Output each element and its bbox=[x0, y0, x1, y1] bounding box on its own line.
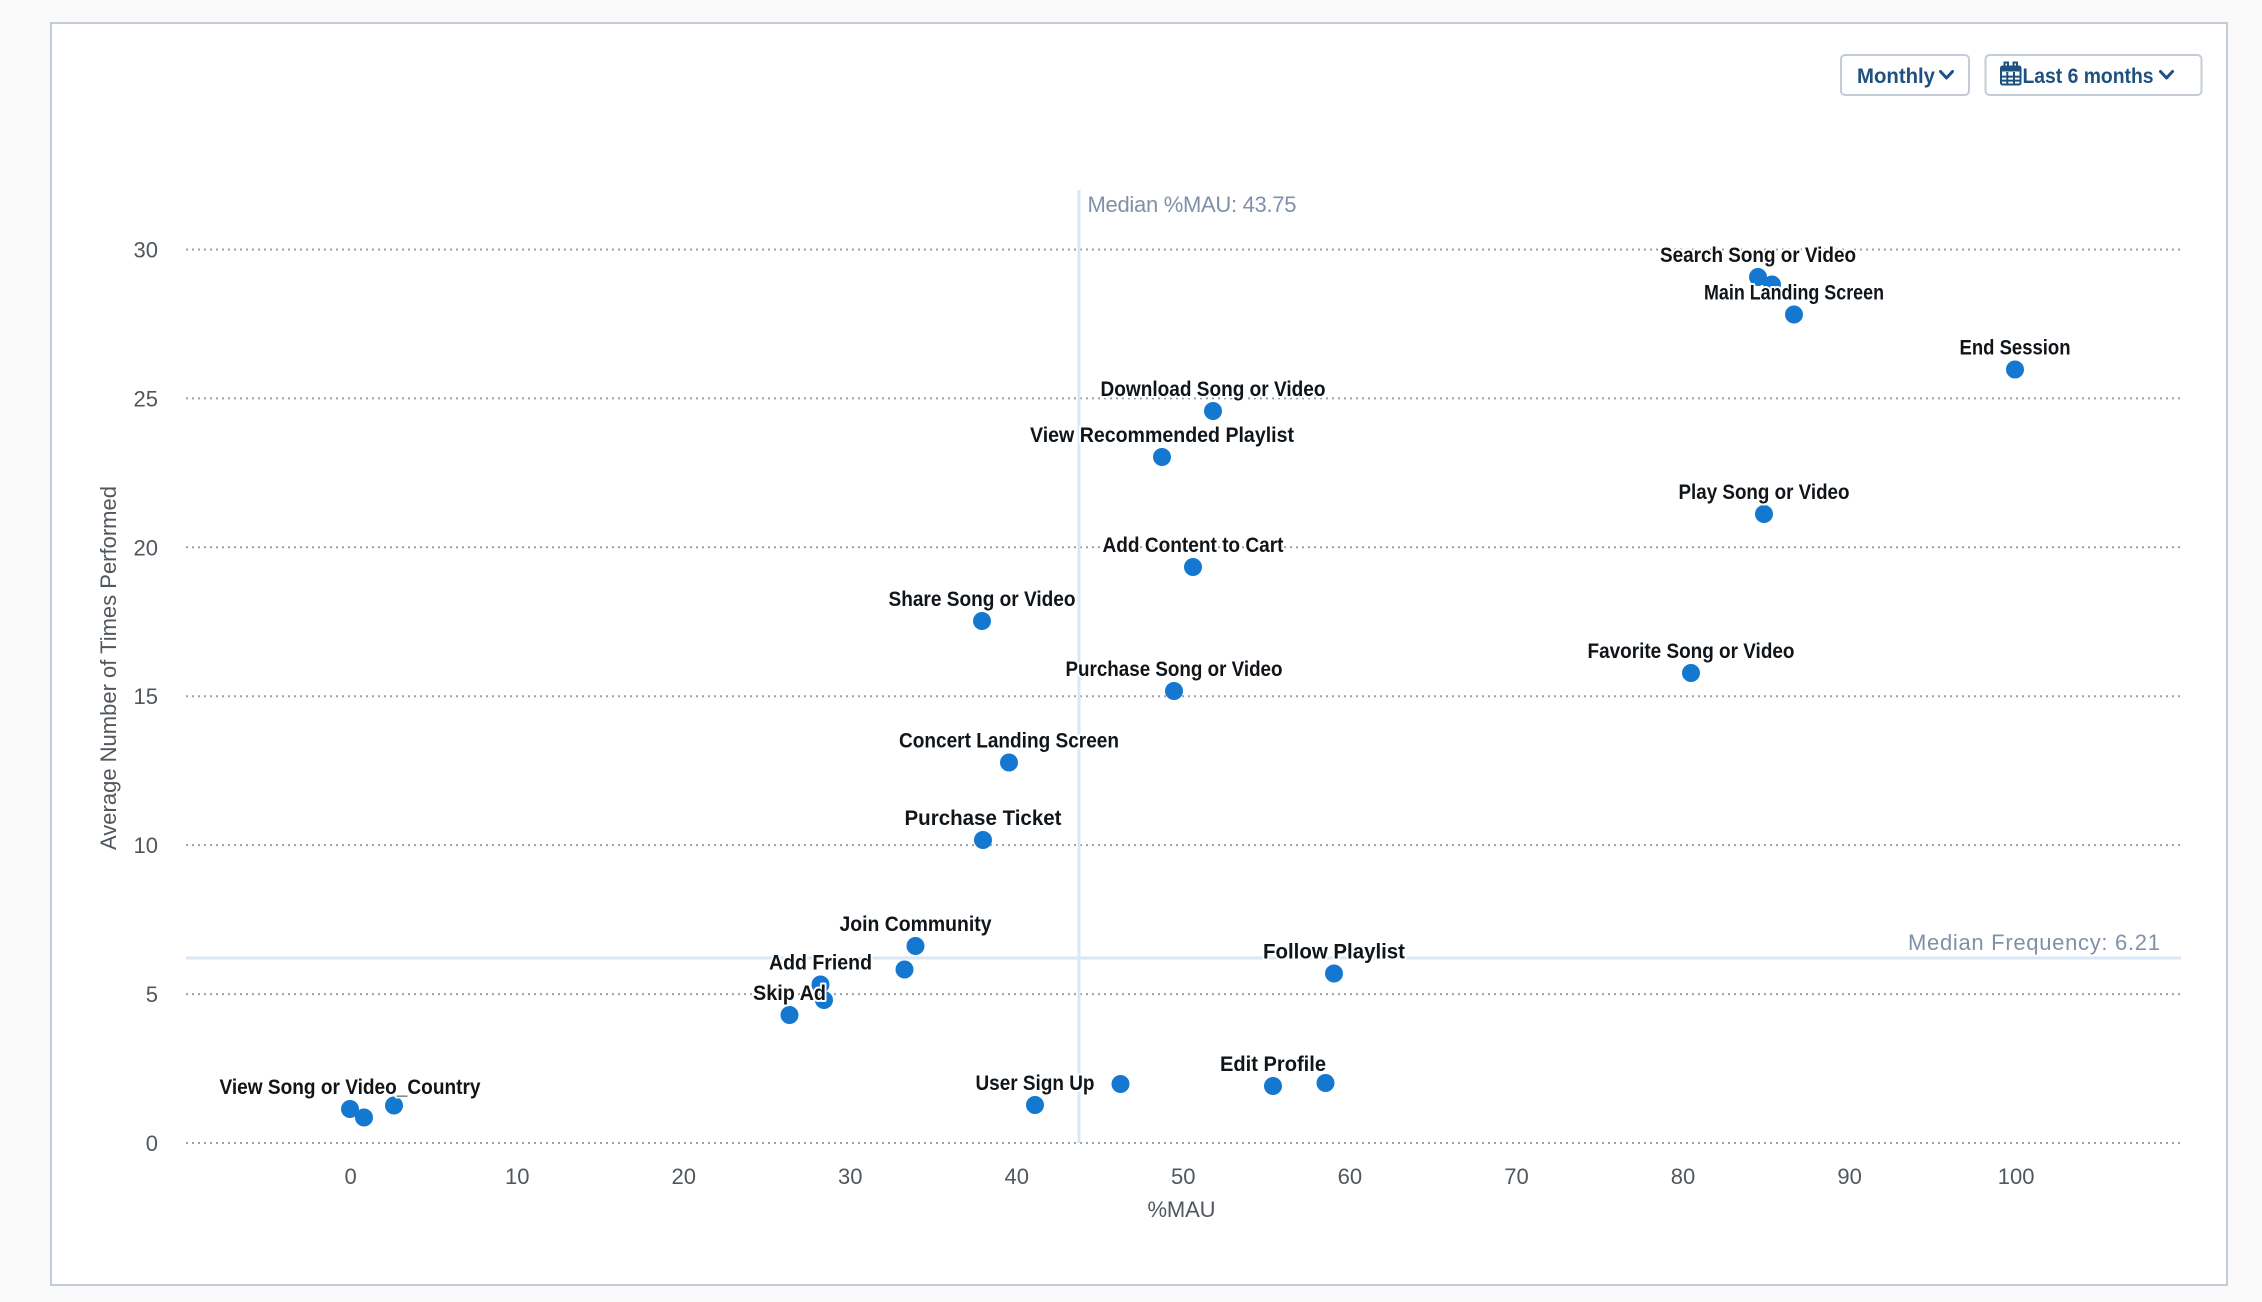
svg-text:Purchase Song or Video: Purchase Song or Video bbox=[1066, 658, 1283, 681]
svg-text:Add Content to Cart: Add Content to Cart bbox=[1103, 534, 1284, 557]
svg-text:Concert Landing Screen: Concert Landing Screen bbox=[899, 730, 1119, 753]
svg-text:%MAU: %MAU bbox=[1148, 1197, 1216, 1222]
svg-text:Search Song or Video: Search Song or Video bbox=[1660, 244, 1856, 267]
svg-text:40: 40 bbox=[1005, 1164, 1029, 1189]
svg-text:25: 25 bbox=[134, 386, 158, 411]
svg-text:Skip Ad: Skip Ad bbox=[753, 982, 826, 1005]
svg-text:10: 10 bbox=[134, 833, 158, 858]
svg-text:Last 6 months: Last 6 months bbox=[2023, 65, 2154, 88]
svg-text:Average Number of Times Perfor: Average Number of Times Performed bbox=[96, 486, 121, 850]
svg-text:Play Song or Video: Play Song or Video bbox=[1679, 481, 1850, 504]
svg-text:100: 100 bbox=[1998, 1164, 2035, 1189]
svg-text:30: 30 bbox=[838, 1164, 862, 1189]
svg-text:0: 0 bbox=[344, 1164, 356, 1189]
svg-text:Edit Profile: Edit Profile bbox=[1220, 1053, 1326, 1076]
svg-text:Add Friend: Add Friend bbox=[769, 952, 872, 975]
svg-text:70: 70 bbox=[1504, 1164, 1528, 1189]
svg-text:Main Landing Screen: Main Landing Screen bbox=[1704, 282, 1884, 305]
svg-text:Median %MAU: 43.75: Median %MAU: 43.75 bbox=[1088, 192, 1297, 217]
svg-text:Download Song or Video: Download Song or Video bbox=[1101, 378, 1326, 401]
svg-text:Favorite Song or Video: Favorite Song or Video bbox=[1588, 640, 1795, 663]
svg-text:Join Community: Join Community bbox=[840, 913, 992, 936]
svg-text:User Sign Up: User Sign Up bbox=[976, 1072, 1095, 1095]
svg-text:View Recommended Playlist: View Recommended Playlist bbox=[1030, 424, 1294, 447]
svg-text:Follow Playlist: Follow Playlist bbox=[1263, 941, 1405, 964]
svg-text:20: 20 bbox=[671, 1164, 695, 1189]
svg-text:Median Frequency: 6.21: Median Frequency: 6.21 bbox=[1908, 930, 2160, 955]
svg-text:End Session: End Session bbox=[1960, 337, 2071, 360]
svg-text:Monthly: Monthly bbox=[1857, 65, 1935, 88]
svg-text:90: 90 bbox=[1837, 1164, 1861, 1189]
svg-text:Share Song or Video: Share Song or Video bbox=[889, 588, 1076, 611]
svg-text:View Song or Video_Country: View Song or Video_Country bbox=[220, 1076, 481, 1099]
svg-text:15: 15 bbox=[134, 684, 158, 709]
svg-text:0: 0 bbox=[146, 1131, 158, 1156]
svg-text:Purchase Ticket: Purchase Ticket bbox=[905, 807, 1062, 830]
svg-text:80: 80 bbox=[1671, 1164, 1695, 1189]
svg-text:10: 10 bbox=[505, 1164, 529, 1189]
svg-text:30: 30 bbox=[134, 238, 158, 263]
svg-text:50: 50 bbox=[1171, 1164, 1195, 1189]
svg-text:5: 5 bbox=[146, 982, 158, 1007]
svg-text:20: 20 bbox=[134, 535, 158, 560]
svg-text:60: 60 bbox=[1338, 1164, 1362, 1189]
